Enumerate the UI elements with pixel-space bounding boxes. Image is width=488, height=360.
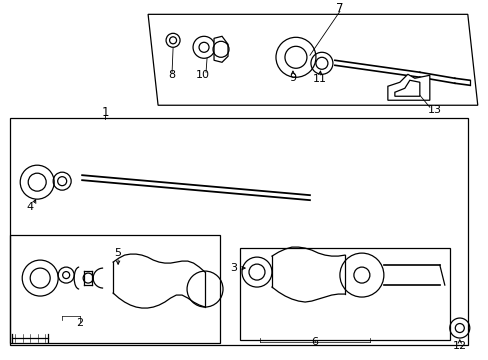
Polygon shape — [387, 74, 429, 100]
Text: 3: 3 — [230, 263, 237, 273]
Bar — [10, 235, 220, 343]
Text: 13: 13 — [427, 105, 441, 115]
Text: 6: 6 — [311, 337, 318, 347]
Text: 12: 12 — [452, 341, 466, 351]
Bar — [240, 248, 449, 340]
Polygon shape — [394, 80, 419, 96]
Polygon shape — [148, 14, 477, 105]
Text: 4: 4 — [26, 202, 34, 212]
Text: 2: 2 — [77, 318, 83, 328]
Text: 7: 7 — [335, 2, 343, 15]
Text: 9: 9 — [289, 73, 296, 83]
Text: 5: 5 — [114, 248, 122, 258]
Text: 1: 1 — [101, 106, 109, 119]
Polygon shape — [214, 36, 227, 62]
Text: 8: 8 — [168, 70, 175, 80]
Bar — [10, 118, 467, 345]
Text: 11: 11 — [312, 74, 326, 84]
Text: 10: 10 — [196, 70, 210, 80]
